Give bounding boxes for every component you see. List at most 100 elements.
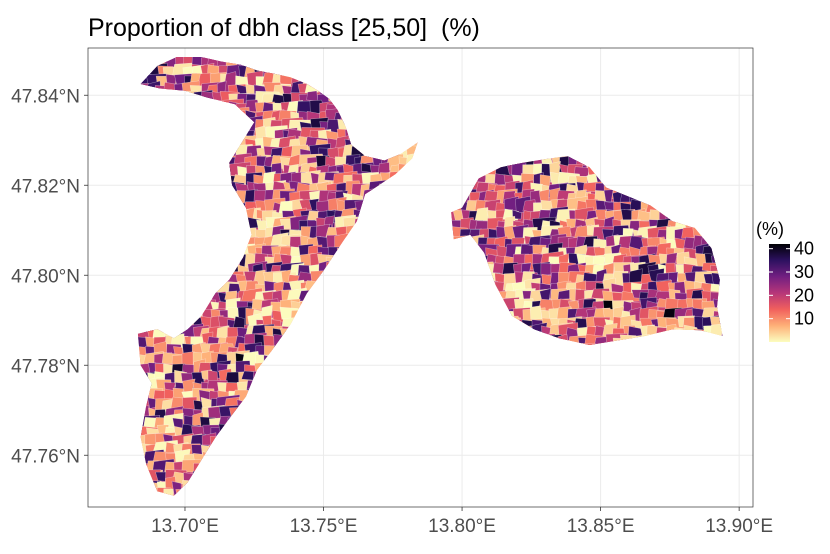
forest-stand: [657, 163, 677, 176]
forest-stand: [387, 332, 400, 346]
forest-stand: [263, 345, 283, 361]
forest-stand: [192, 287, 208, 304]
map-title: Proportion of dbh class [25,50] (%): [88, 14, 480, 42]
forest-stand: [373, 118, 385, 136]
forest-stand: [371, 287, 386, 302]
forest-stand: [147, 94, 162, 105]
forest-stand: [458, 241, 475, 265]
forest-stand: [353, 408, 372, 425]
forest-stand: [639, 171, 664, 194]
forest-stand: [520, 325, 532, 345]
forest-stand: [381, 360, 397, 381]
forest-stand: [238, 406, 250, 422]
forest-stand: [416, 199, 418, 216]
forest-stand: [373, 260, 388, 283]
forest-stand: [334, 377, 356, 400]
forest-stand: [704, 225, 723, 247]
forest-stand: [164, 207, 181, 228]
forest-stand: [227, 117, 241, 139]
forest-stand: [405, 417, 418, 432]
forest-stand: [145, 256, 168, 270]
forest-stand: [292, 319, 309, 332]
forest-stand: [163, 488, 174, 496]
forest-stand: [451, 264, 463, 285]
forest-stand: [389, 414, 408, 429]
forest-stand: [398, 307, 413, 329]
forest-stand: [712, 187, 723, 204]
forest-stand: [179, 138, 203, 152]
forest-stand: [465, 289, 479, 312]
forest-stand: [314, 390, 343, 403]
forest-stand: [485, 343, 504, 345]
forest-stand: [353, 425, 366, 440]
forest-stand: [398, 417, 411, 437]
forest-stand: [413, 333, 418, 349]
forest-stand: [227, 469, 240, 482]
forest-stand: [513, 343, 533, 345]
forest-stand: [209, 128, 233, 141]
forest-stand: [483, 289, 499, 308]
forest-stand: [163, 306, 177, 327]
forest-stand: [325, 67, 342, 84]
forest-stand: [190, 180, 211, 201]
forest-stand: [370, 332, 386, 345]
forest-stand: [363, 369, 380, 383]
forest-stand: [396, 454, 418, 476]
forest-stand: [631, 333, 652, 345]
forest-stand: [332, 70, 360, 88]
forest-stand: [263, 387, 287, 406]
forest-stand: [200, 461, 220, 472]
forest-stand: [145, 226, 169, 238]
forest-stand: [295, 309, 317, 329]
forest-stand: [327, 318, 345, 332]
forest-stand: [344, 279, 367, 297]
forest-stand: [405, 358, 418, 374]
forest-stand: [198, 206, 218, 222]
forest-stand: [189, 110, 213, 131]
forest-stand: [358, 218, 372, 236]
forest-stand: [388, 217, 406, 232]
forest-stand: [334, 296, 357, 319]
forest-stand: [299, 373, 314, 389]
forest-stand: [319, 315, 336, 333]
forest-stand: [227, 106, 251, 124]
forest-stand: [415, 228, 418, 242]
forest-stand: [373, 451, 389, 469]
forest-stand: [192, 263, 203, 284]
forest-stand: [456, 253, 476, 267]
forest-stand: [262, 453, 277, 468]
forest-stand: [226, 457, 249, 478]
forest-stand: [218, 210, 240, 233]
forest-stand: [684, 156, 708, 170]
forest-stand: [354, 472, 369, 486]
forest-stand: [181, 184, 197, 203]
forest-stand: [380, 260, 394, 274]
forest-stand: [640, 342, 661, 345]
forest-stand: [201, 477, 220, 493]
forest-stand: [388, 370, 402, 391]
forest-stand: [718, 172, 723, 186]
forest-stand: [405, 486, 418, 496]
forest-stand: [675, 192, 696, 208]
forest-stand: [327, 92, 352, 102]
forest-stand: [289, 405, 311, 422]
forest-stand: [372, 417, 387, 436]
forest-stand: [397, 128, 418, 140]
forest-stand: [371, 327, 384, 343]
forest-stand: [389, 255, 407, 266]
forest-stand: [710, 322, 723, 337]
forest-stand: [379, 397, 392, 419]
forest-stand: [224, 454, 241, 472]
forest-stand: [264, 412, 275, 434]
forest-stand: [280, 361, 300, 380]
forest-stand: [712, 156, 723, 173]
forest-stand: [417, 462, 418, 479]
forest-stand: [343, 291, 357, 304]
forest-stand: [467, 323, 484, 341]
forest-stand: [353, 368, 370, 390]
forest-stand-layer: [137, 57, 723, 496]
forest-stand: [638, 336, 658, 345]
forest-stand: [674, 182, 691, 198]
forest-stand: [460, 346, 481, 365]
forest-stand: [387, 434, 407, 455]
